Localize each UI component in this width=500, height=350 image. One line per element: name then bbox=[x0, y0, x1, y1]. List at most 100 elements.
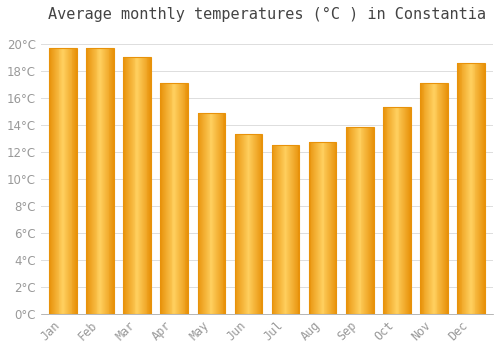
Bar bbox=[124, 57, 151, 314]
Bar bbox=[428, 83, 429, 314]
Bar bbox=[460, 63, 462, 314]
Bar bbox=[293, 145, 294, 314]
Bar bbox=[53, 48, 54, 314]
Bar bbox=[106, 48, 108, 314]
Bar bbox=[276, 145, 277, 314]
Bar bbox=[317, 142, 318, 314]
Bar bbox=[429, 83, 430, 314]
Bar bbox=[110, 48, 112, 314]
Bar bbox=[288, 145, 289, 314]
Bar bbox=[130, 57, 131, 314]
Bar bbox=[446, 83, 448, 314]
Bar bbox=[238, 134, 239, 314]
Bar bbox=[443, 83, 444, 314]
Bar bbox=[346, 127, 374, 314]
Bar bbox=[132, 57, 134, 314]
Bar bbox=[160, 83, 162, 314]
Bar bbox=[234, 134, 262, 314]
Bar bbox=[394, 107, 395, 314]
Bar bbox=[432, 83, 433, 314]
Bar bbox=[405, 107, 406, 314]
Bar bbox=[93, 48, 94, 314]
Bar bbox=[104, 48, 105, 314]
Bar bbox=[184, 83, 186, 314]
Bar bbox=[240, 134, 241, 314]
Bar bbox=[348, 127, 350, 314]
Bar bbox=[430, 83, 431, 314]
Bar bbox=[290, 145, 291, 314]
Bar bbox=[464, 63, 466, 314]
Bar bbox=[198, 112, 200, 314]
Bar bbox=[457, 63, 484, 314]
Bar bbox=[333, 142, 334, 314]
Bar bbox=[390, 107, 391, 314]
Bar bbox=[51, 48, 52, 314]
Bar bbox=[138, 57, 139, 314]
Bar bbox=[277, 145, 278, 314]
Bar bbox=[272, 145, 299, 314]
Bar bbox=[368, 127, 369, 314]
Bar bbox=[54, 48, 55, 314]
Bar bbox=[356, 127, 357, 314]
Bar bbox=[113, 48, 114, 314]
Bar bbox=[308, 142, 336, 314]
Bar bbox=[218, 112, 219, 314]
Bar bbox=[308, 142, 310, 314]
Bar bbox=[60, 48, 62, 314]
Bar bbox=[177, 83, 178, 314]
Bar bbox=[74, 48, 75, 314]
Bar bbox=[70, 48, 72, 314]
Bar bbox=[312, 142, 314, 314]
Bar bbox=[286, 145, 288, 314]
Bar bbox=[108, 48, 110, 314]
Bar bbox=[480, 63, 481, 314]
Bar bbox=[331, 142, 332, 314]
Bar bbox=[319, 142, 320, 314]
Bar bbox=[55, 48, 56, 314]
Bar bbox=[402, 107, 403, 314]
Bar bbox=[256, 134, 257, 314]
Bar bbox=[72, 48, 74, 314]
Bar bbox=[169, 83, 170, 314]
Bar bbox=[56, 48, 58, 314]
Bar bbox=[126, 57, 127, 314]
Bar bbox=[216, 112, 217, 314]
Bar bbox=[198, 112, 226, 314]
Bar bbox=[94, 48, 96, 314]
Bar bbox=[391, 107, 392, 314]
Bar bbox=[438, 83, 440, 314]
Bar bbox=[234, 134, 236, 314]
Bar bbox=[200, 112, 201, 314]
Bar bbox=[179, 83, 180, 314]
Bar bbox=[467, 63, 468, 314]
Bar bbox=[245, 134, 246, 314]
Bar bbox=[383, 107, 410, 314]
Title: Average monthly temperatures (°C ) in Constantia: Average monthly temperatures (°C ) in Co… bbox=[48, 7, 486, 22]
Bar bbox=[176, 83, 177, 314]
Bar bbox=[205, 112, 206, 314]
Bar bbox=[217, 112, 218, 314]
Bar bbox=[220, 112, 222, 314]
Bar bbox=[143, 57, 144, 314]
Bar bbox=[458, 63, 459, 314]
Bar bbox=[167, 83, 168, 314]
Bar bbox=[433, 83, 434, 314]
Bar bbox=[478, 63, 479, 314]
Bar bbox=[98, 48, 100, 314]
Bar bbox=[144, 57, 146, 314]
Bar bbox=[203, 112, 204, 314]
Bar bbox=[127, 57, 128, 314]
Bar bbox=[282, 145, 284, 314]
Bar bbox=[251, 134, 252, 314]
Bar bbox=[219, 112, 220, 314]
Bar bbox=[384, 107, 386, 314]
Bar bbox=[366, 127, 367, 314]
Bar bbox=[442, 83, 443, 314]
Bar bbox=[481, 63, 482, 314]
Bar bbox=[462, 63, 464, 314]
Bar bbox=[292, 145, 293, 314]
Bar bbox=[406, 107, 407, 314]
Bar bbox=[103, 48, 104, 314]
Bar bbox=[471, 63, 472, 314]
Bar bbox=[426, 83, 428, 314]
